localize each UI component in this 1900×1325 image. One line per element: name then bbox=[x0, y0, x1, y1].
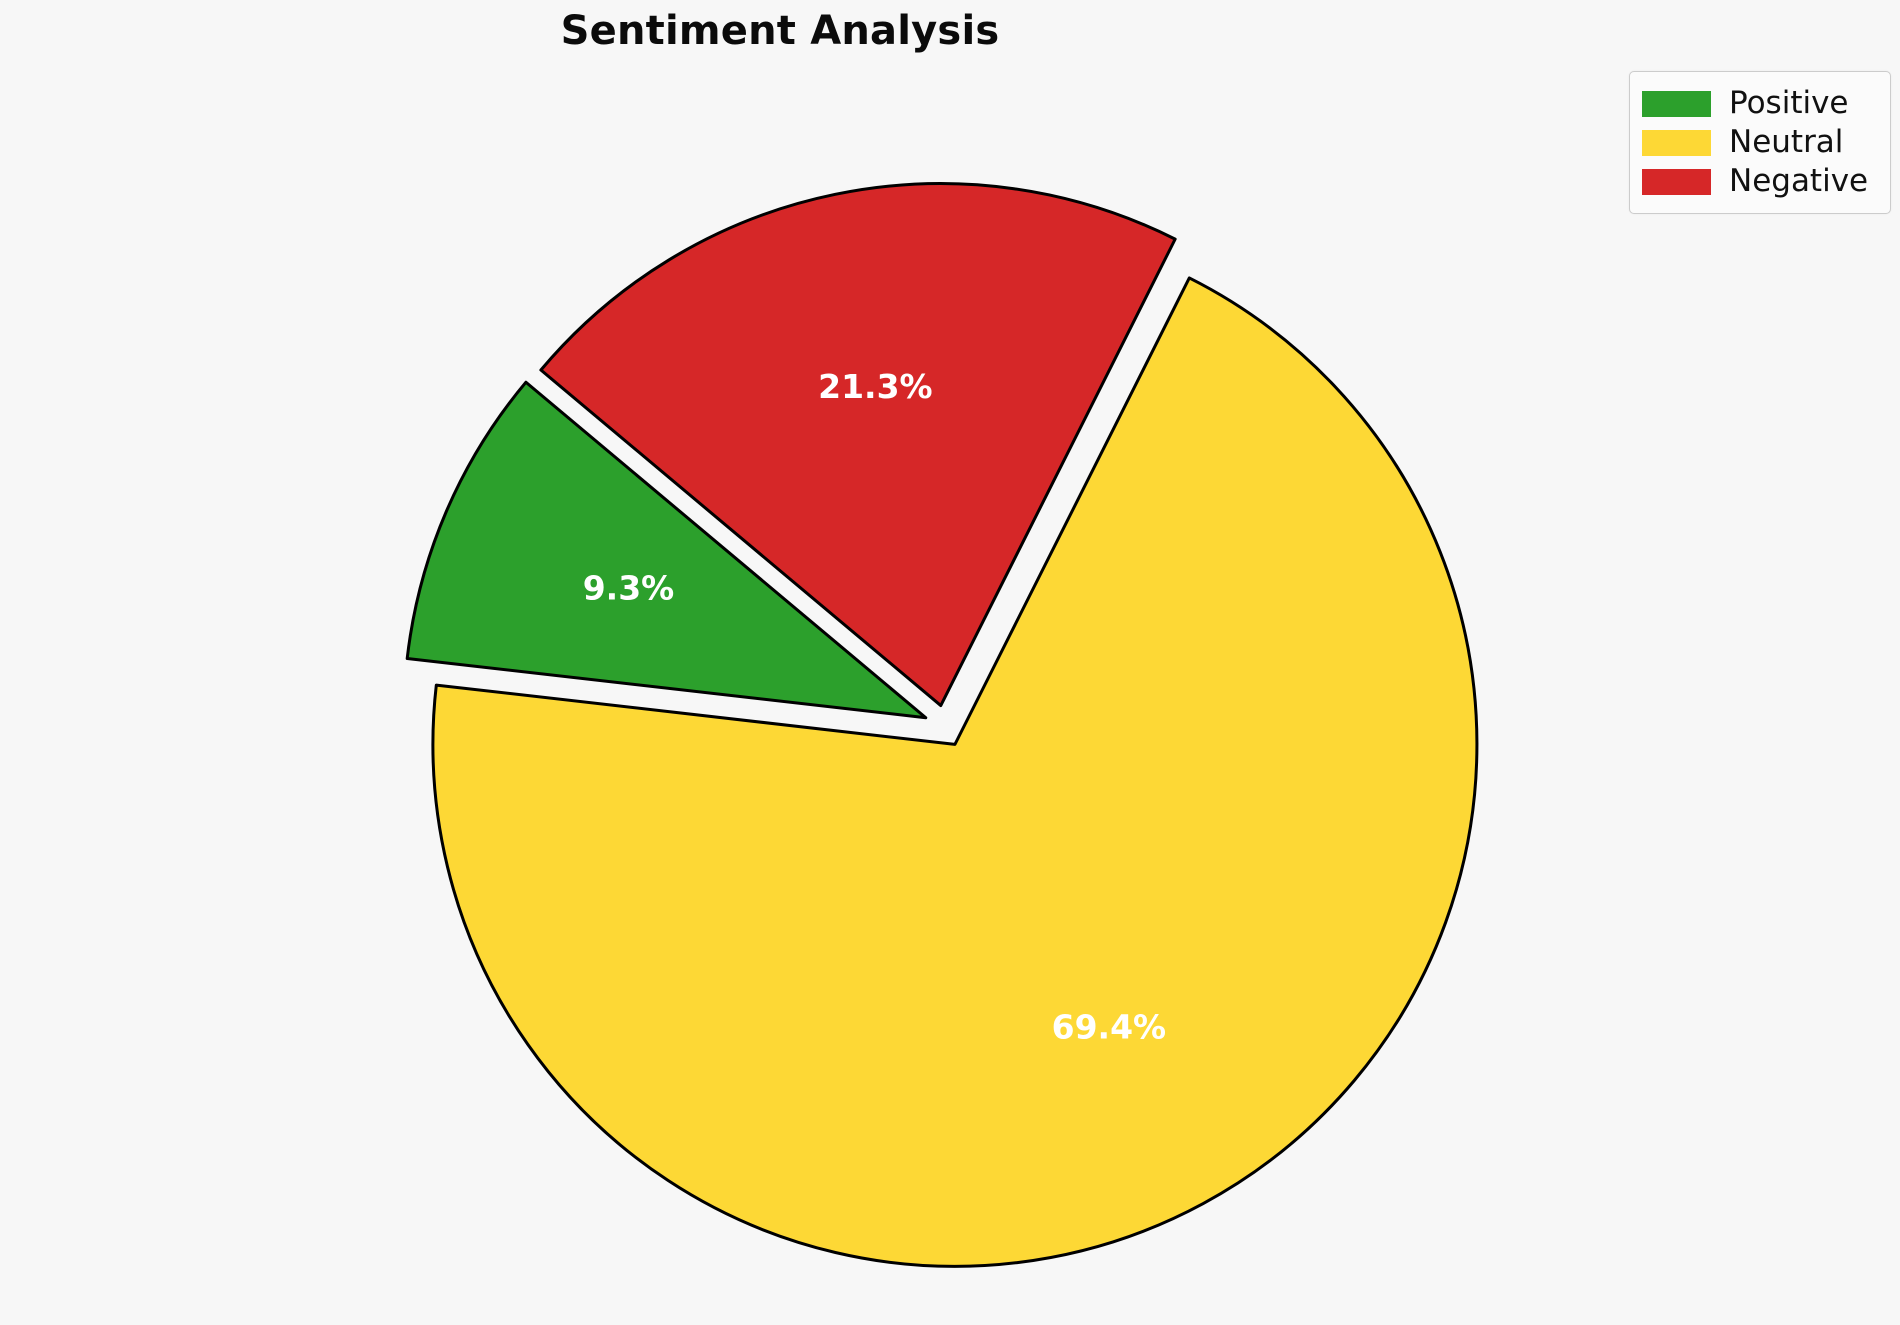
legend-label-negative: Negative bbox=[1729, 163, 1869, 199]
pie-label-negative: 21.3% bbox=[818, 367, 933, 406]
pie-label-positive: 9.3% bbox=[583, 568, 675, 607]
legend-label-neutral: Neutral bbox=[1729, 124, 1844, 160]
legend-item-negative[interactable]: Negative bbox=[1642, 162, 1876, 201]
legend-item-neutral[interactable]: Neutral bbox=[1642, 123, 1876, 162]
chart-legend: Positive Neutral Negative bbox=[1629, 71, 1891, 214]
legend-label-positive: Positive bbox=[1729, 85, 1849, 121]
chart-title: Sentiment Analysis bbox=[560, 8, 1000, 54]
legend-swatch-positive bbox=[1642, 90, 1711, 117]
pie-slice-neutral[interactable] bbox=[431, 276, 1479, 1268]
legend-swatch-negative bbox=[1642, 168, 1711, 195]
legend-item-positive[interactable]: Positive bbox=[1642, 84, 1876, 123]
pie-label-neutral: 69.4% bbox=[1052, 1008, 1167, 1047]
pie-slice-positive[interactable] bbox=[405, 380, 928, 720]
pie-labels-group: 9.3% 69.4% 21.3% bbox=[583, 367, 1166, 1046]
pie-wedges-group bbox=[405, 182, 1479, 1268]
pie-slice-negative[interactable] bbox=[539, 182, 1177, 708]
legend-swatch-neutral bbox=[1642, 129, 1711, 156]
